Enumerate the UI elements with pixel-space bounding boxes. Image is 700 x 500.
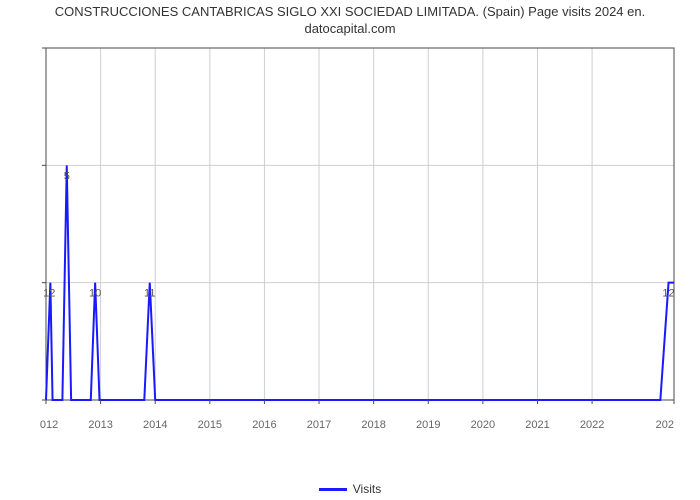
data-label: 12 [43, 288, 55, 300]
chart-svg: 1251011120123201220132014201520162017201… [40, 42, 680, 440]
data-label: 12 [662, 288, 674, 300]
data-label: 11 [144, 288, 155, 300]
x-tick-label: 2012 [40, 419, 58, 431]
chart-legend: Visits [0, 482, 700, 496]
legend-label: Visits [353, 482, 381, 496]
x-tick-label: 2020 [471, 419, 495, 431]
data-label: 10 [89, 288, 101, 300]
x-tick-label: 2018 [361, 419, 385, 431]
x-tick-label: 2019 [416, 419, 440, 431]
x-tick-label: 2014 [143, 419, 167, 431]
chart-plot: 1251011120123201220132014201520162017201… [40, 42, 680, 440]
legend-swatch [319, 488, 347, 491]
x-tick-label: 2016 [252, 419, 276, 431]
x-tick-label: 2017 [307, 419, 331, 431]
chart-title-line1: CONSTRUCCIONES CANTABRICAS SIGLO XXI SOC… [55, 4, 645, 19]
x-tick-label: 2021 [525, 419, 549, 431]
chart-container: CONSTRUCCIONES CANTABRICAS SIGLO XXI SOC… [0, 0, 700, 500]
chart-title-line2: datocapital.com [304, 21, 395, 36]
x-tick-label: 2013 [88, 419, 112, 431]
x-tick-label: 2022 [580, 419, 604, 431]
x-tick-label-edge: 202 [656, 419, 674, 431]
chart-title: CONSTRUCCIONES CANTABRICAS SIGLO XXI SOC… [0, 2, 700, 40]
data-label: 5 [64, 170, 70, 182]
x-tick-label: 2015 [198, 419, 222, 431]
